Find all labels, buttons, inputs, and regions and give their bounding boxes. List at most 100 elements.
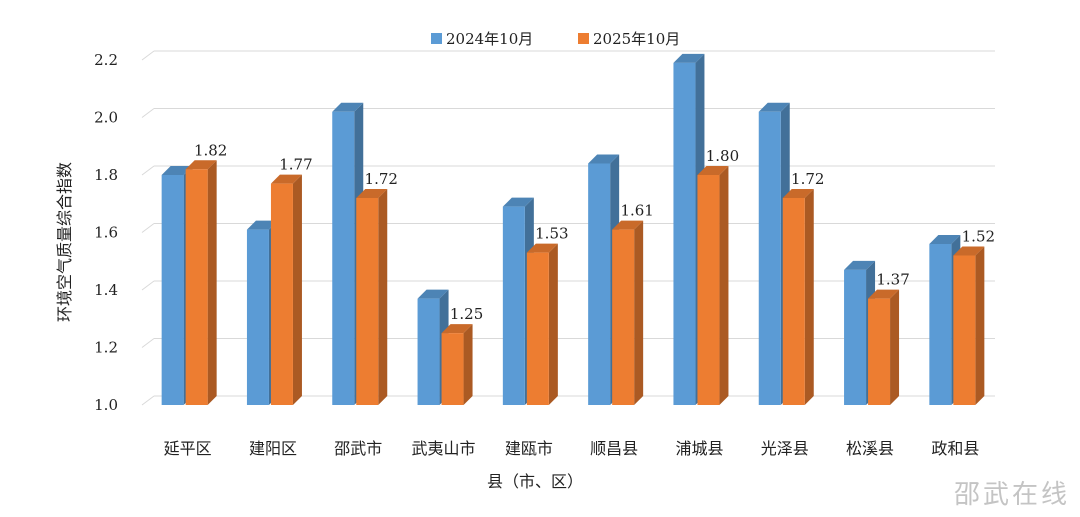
- data-label: 1.61: [620, 202, 653, 220]
- data-label: 1.77: [279, 156, 312, 174]
- bar-front: [844, 269, 867, 405]
- data-label: 1.37: [876, 271, 909, 289]
- bar-front: [697, 175, 720, 405]
- bar-top: [356, 189, 388, 198]
- bar: [953, 246, 985, 405]
- bar-top: [441, 324, 473, 334]
- bar-side: [378, 189, 388, 405]
- bar: [356, 189, 388, 405]
- data-label: 1.82: [194, 141, 227, 159]
- bar-side: [804, 189, 814, 405]
- x-tick-label: 浦城县: [675, 439, 723, 458]
- bar-front: [929, 244, 952, 405]
- bar-top: [161, 166, 193, 175]
- x-tick-label: 松溪县: [846, 439, 894, 458]
- bar: [612, 220, 644, 405]
- y-axis-ticks: 1.0 1.2 1.4 1.6 1.8 2.0 2.2: [94, 51, 118, 414]
- bar: [526, 243, 558, 405]
- gridline-diagonal: [141, 395, 155, 406]
- bar: [441, 324, 473, 405]
- bar-top: [697, 166, 729, 175]
- x-tick-label: 政和县: [931, 439, 979, 458]
- x-tick-label: 建瓯市: [505, 439, 553, 458]
- gridline-diagonal: [141, 280, 155, 291]
- bar-side: [975, 246, 985, 405]
- bar: [270, 174, 302, 405]
- bar-top: [758, 102, 790, 112]
- bar-front: [758, 111, 781, 405]
- bar-top: [782, 189, 814, 198]
- x-tick-label: 建阳区: [249, 439, 297, 458]
- bar-front: [953, 255, 976, 405]
- bar-front: [332, 111, 355, 405]
- y-tick-label: 1.0: [94, 396, 118, 414]
- bar-front: [246, 229, 269, 405]
- bar-front: [441, 333, 464, 405]
- bar-side: [890, 289, 900, 405]
- y-tick-label: 1.4: [94, 281, 118, 299]
- bar-top: [185, 160, 217, 170]
- data-labels: 1.82 1.77 1.72 1.25 1.53 1.61 1.80 1.72 1.37 1.52: [194, 141, 995, 323]
- x-axis-categories: 延平区 建阳区 邵武市 武夷山市 建瓯市 顺昌县 浦城县 光泽县 松溪县 政和县: [164, 439, 980, 458]
- bar-top: [673, 53, 705, 63]
- bar-top: [844, 260, 876, 270]
- gridline-diagonal: [141, 338, 155, 348]
- bar-top: [417, 289, 449, 299]
- bar-top: [332, 102, 364, 112]
- bar-side: [719, 166, 729, 405]
- bar: [782, 189, 814, 405]
- bar-front: [868, 298, 891, 405]
- y-tick-label: 2.0: [94, 109, 118, 127]
- data-label: 1.72: [365, 170, 398, 188]
- bar-side: [207, 160, 217, 405]
- bar-top: [588, 154, 620, 164]
- x-tick-label: 顺昌县: [590, 439, 638, 458]
- bar-front: [588, 163, 611, 405]
- gridline-diagonal: [141, 223, 155, 233]
- legend-label: 2025年10月: [593, 30, 680, 48]
- bars: [161, 53, 985, 405]
- legend-label: 2024年10月: [446, 30, 533, 48]
- x-axis-title: 县（市、区）: [487, 472, 583, 491]
- bar-front: [502, 206, 525, 405]
- y-tick-label: 2.2: [94, 51, 118, 69]
- bar-front: [782, 198, 805, 405]
- data-label: 1.53: [535, 225, 568, 243]
- bar: [868, 289, 900, 405]
- y-tick-label: 1.2: [94, 339, 118, 357]
- x-tick-label: 光泽县: [761, 439, 809, 458]
- x-tick-label: 邵武市: [334, 439, 382, 458]
- bar-top: [246, 220, 278, 230]
- bar-side: [548, 243, 558, 405]
- watermark: 邵武在线: [954, 480, 1070, 510]
- legend: 2024年10月 2025年10月: [431, 30, 680, 48]
- bar-top: [612, 220, 644, 230]
- bar-top: [953, 246, 985, 256]
- bar-front: [612, 229, 635, 405]
- gridline-diagonal: [141, 108, 155, 118]
- data-label: 1.25: [450, 305, 483, 323]
- x-tick-label: 延平区: [164, 439, 212, 458]
- bar-front: [526, 252, 549, 405]
- bar-side: [292, 174, 302, 405]
- y-tick-label: 1.8: [94, 166, 118, 184]
- legend-swatch: [578, 33, 589, 44]
- bar-front: [417, 298, 440, 405]
- bar-front: [185, 169, 208, 405]
- data-label: 1.72: [791, 170, 824, 188]
- bar-top: [270, 174, 302, 184]
- bar-top: [502, 197, 534, 207]
- bar-front: [356, 198, 379, 405]
- gridline-diagonal: [141, 50, 155, 61]
- legend-swatch: [431, 33, 442, 44]
- bar-top: [526, 243, 558, 253]
- bar: [185, 160, 217, 405]
- bar-top: [868, 289, 900, 299]
- data-label: 1.52: [962, 228, 995, 246]
- x-tick-label: 武夷山市: [412, 439, 476, 458]
- bar: [697, 166, 729, 405]
- bar-side: [634, 220, 644, 405]
- y-axis-title: 环境空气质量综合指数: [55, 162, 74, 322]
- gridline-diagonal: [141, 165, 155, 176]
